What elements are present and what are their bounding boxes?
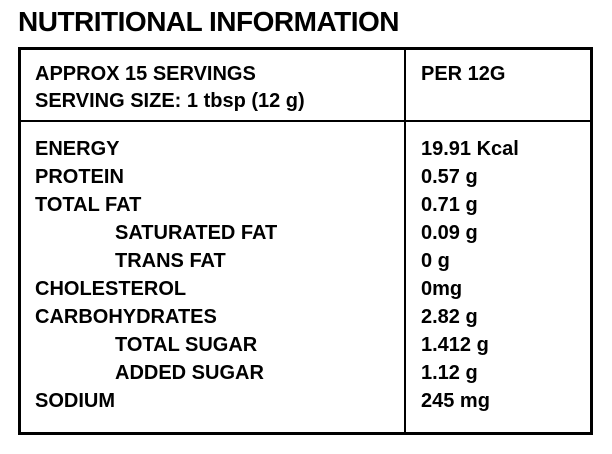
nutrient-value-added-sugar: 1.12 g: [421, 362, 478, 384]
per-column-label: PER 12G: [421, 63, 506, 85]
nutrient-value-trans-fat: 0 g: [421, 250, 450, 272]
nutrient-value-saturated-fat: 0.09 g: [421, 222, 478, 244]
table-body-row: ENERGY PROTEIN TOTAL FAT SATURATED FAT T…: [21, 122, 590, 432]
nutrient-label-sodium: SODIUM: [35, 390, 115, 412]
nutrient-label-energy: ENERGY: [35, 138, 120, 160]
nutrient-value-carbohydrates: 2.82 g: [421, 306, 478, 328]
nutrient-label-protein: PROTEIN: [35, 166, 124, 188]
nutrient-label-cholesterol: CHOLESTEROL: [35, 278, 187, 300]
nutrient-value-total-fat: 0.71 g: [421, 194, 478, 216]
table-header-row: APPROX 15 SERVINGS SERVING SIZE: 1 tbsp …: [21, 50, 590, 122]
nutrient-value-total-sugar: 1.412 g: [421, 334, 489, 356]
serving-size: SERVING SIZE: 1 tbsp (12 g): [35, 90, 305, 112]
nutrient-label-trans-fat: TRANS FAT: [115, 250, 226, 272]
header-servings-cell: APPROX 15 SERVINGS SERVING SIZE: 1 tbsp …: [21, 50, 406, 120]
nutrition-table: APPROX 15 SERVINGS SERVING SIZE: 1 tbsp …: [18, 47, 593, 435]
nutrient-labels-cell: ENERGY PROTEIN TOTAL FAT SATURATED FAT T…: [21, 122, 406, 432]
nutrient-value-energy: 19.91 Kcal: [421, 138, 519, 160]
nutrient-values-cell: 19.91 Kcal 0.57 g 0.71 g 0.09 g 0 g 0mg …: [406, 122, 590, 432]
nutrient-value-cholesterol: 0mg: [421, 278, 463, 300]
nutrient-label-saturated-fat: SATURATED FAT: [115, 222, 278, 244]
page-title: NUTRITIONAL INFORMATION: [18, 6, 399, 37]
nutrient-label-carbohydrates: CARBOHYDRATES: [35, 306, 217, 328]
header-per-cell: PER 12G: [406, 50, 590, 120]
nutrient-value-protein: 0.57 g: [421, 166, 478, 188]
nutrient-value-sodium: 245 mg: [421, 390, 490, 412]
nutrient-label-total-sugar: TOTAL SUGAR: [115, 334, 258, 356]
servings-count: APPROX 15 SERVINGS: [35, 63, 256, 85]
nutrient-label-added-sugar: ADDED SUGAR: [115, 362, 264, 384]
nutrient-label-total-fat: TOTAL FAT: [35, 194, 142, 216]
